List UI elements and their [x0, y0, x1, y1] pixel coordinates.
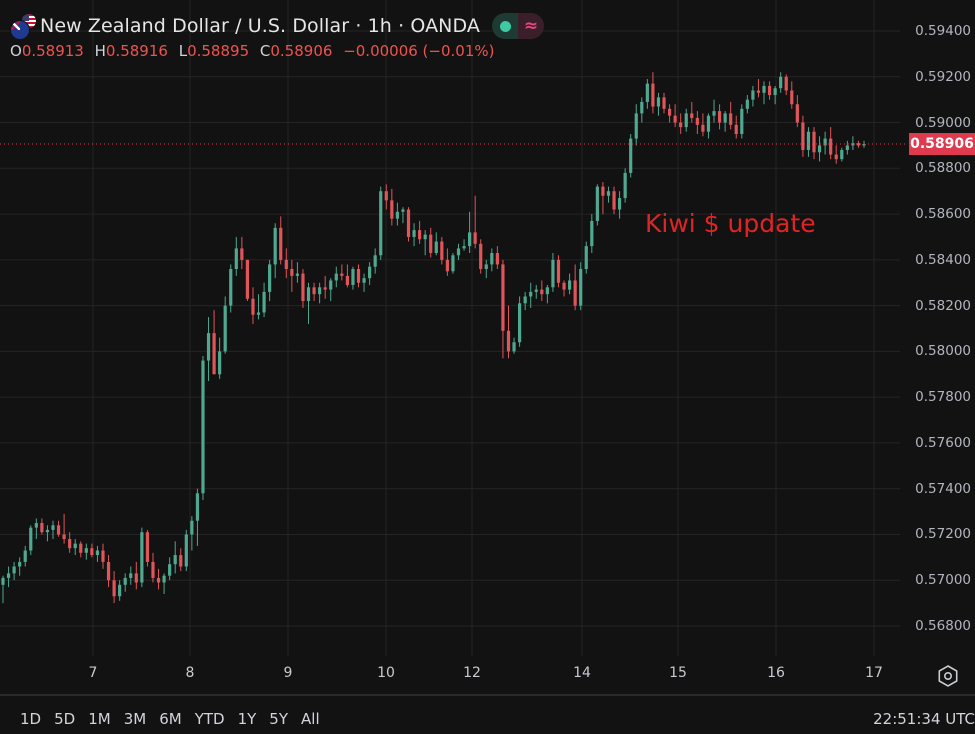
date-range-selector: 1D 5D 1M 3M 6M YTD 1Y 5Y All — [20, 710, 333, 728]
high-value: 0.58916 — [105, 42, 168, 60]
price-axis-label: 0.59200 — [915, 68, 971, 85]
chart-settings-icon[interactable] — [936, 664, 960, 688]
price-axis-label: 0.58200 — [915, 297, 971, 314]
low-label: L — [178, 42, 188, 60]
price-axis-label: 0.57200 — [915, 526, 971, 543]
price-axis-label: 0.57800 — [915, 389, 971, 406]
range-button-5y[interactable]: 5Y — [269, 710, 289, 728]
range-button-6m[interactable]: 6M — [159, 710, 182, 728]
price-axis-label: 0.57600 — [915, 434, 971, 451]
last-price-badge: 0.58906 — [909, 133, 975, 156]
bottom-toolbar: 1D 5D 1M 3M 6M YTD 1Y 5Y All 22:51:34 UTC — [0, 694, 975, 734]
nzd-usd-flags-icon — [10, 13, 38, 40]
market-open-dot-icon[interactable] — [492, 13, 518, 39]
candles — [1, 72, 866, 604]
range-button-1y[interactable]: 1Y — [237, 710, 257, 728]
time-axis-label: 7 — [88, 665, 98, 681]
price-axis-label: 0.57400 — [915, 480, 971, 497]
time-axis-label: 15 — [669, 665, 687, 681]
price-axis-label: 0.59400 — [915, 23, 971, 39]
market-status-pill[interactable]: ≈ — [492, 13, 544, 39]
range-button-3m[interactable]: 3M — [123, 710, 147, 728]
price-axis-label: 0.59000 — [915, 114, 971, 131]
symbol-title[interactable]: New Zealand Dollar / U.S. Dollar · 1h · … — [40, 15, 480, 37]
price-axis-label: 0.58000 — [915, 343, 971, 360]
price-axis-label: 0.58600 — [915, 206, 971, 223]
time-axis-label: 9 — [283, 665, 293, 681]
price-axis-label: 0.56800 — [915, 618, 971, 634]
utc-clock[interactable]: 22:51:34 UTC — [873, 710, 975, 728]
time-axis-label: 12 — [463, 665, 481, 681]
time-axis-label: 10 — [377, 665, 395, 681]
time-axis-label: 16 — [767, 665, 785, 681]
approx-equal-icon[interactable]: ≈ — [518, 13, 544, 39]
time-axis-label: 14 — [573, 665, 591, 681]
range-button-ytd[interactable]: YTD — [194, 710, 225, 728]
price-axis-label: 0.58800 — [915, 160, 971, 177]
price-axis-label: 0.58400 — [915, 251, 971, 268]
time-axis-label: 17 — [865, 665, 883, 681]
close-label: C — [259, 42, 271, 60]
range-button-1d[interactable]: 1D — [20, 710, 42, 728]
price-change: −0.00006 (−0.01%) — [343, 42, 495, 60]
low-value: 0.58895 — [187, 42, 250, 60]
range-button-all[interactable]: All — [301, 710, 320, 728]
price-axis-label: 0.57000 — [915, 572, 971, 589]
chart-annotation[interactable]: Kiwi $ update — [645, 209, 816, 238]
range-button-1m[interactable]: 1M — [88, 710, 111, 728]
chart-legend: New Zealand Dollar / U.S. Dollar · 1h · … — [10, 12, 544, 60]
ohlc-values: O0.58913 H0.58916 L0.58895 C0.58906 −0.0… — [10, 42, 544, 60]
high-label: H — [94, 42, 106, 60]
range-button-5d[interactable]: 5D — [54, 710, 76, 728]
close-value: 0.58906 — [270, 42, 333, 60]
nz-flag-icon — [10, 20, 30, 40]
chart-grid — [0, 0, 900, 656]
time-axis-label: 8 — [185, 665, 195, 681]
open-label: O — [10, 42, 22, 60]
open-value: 0.58913 — [21, 42, 84, 60]
